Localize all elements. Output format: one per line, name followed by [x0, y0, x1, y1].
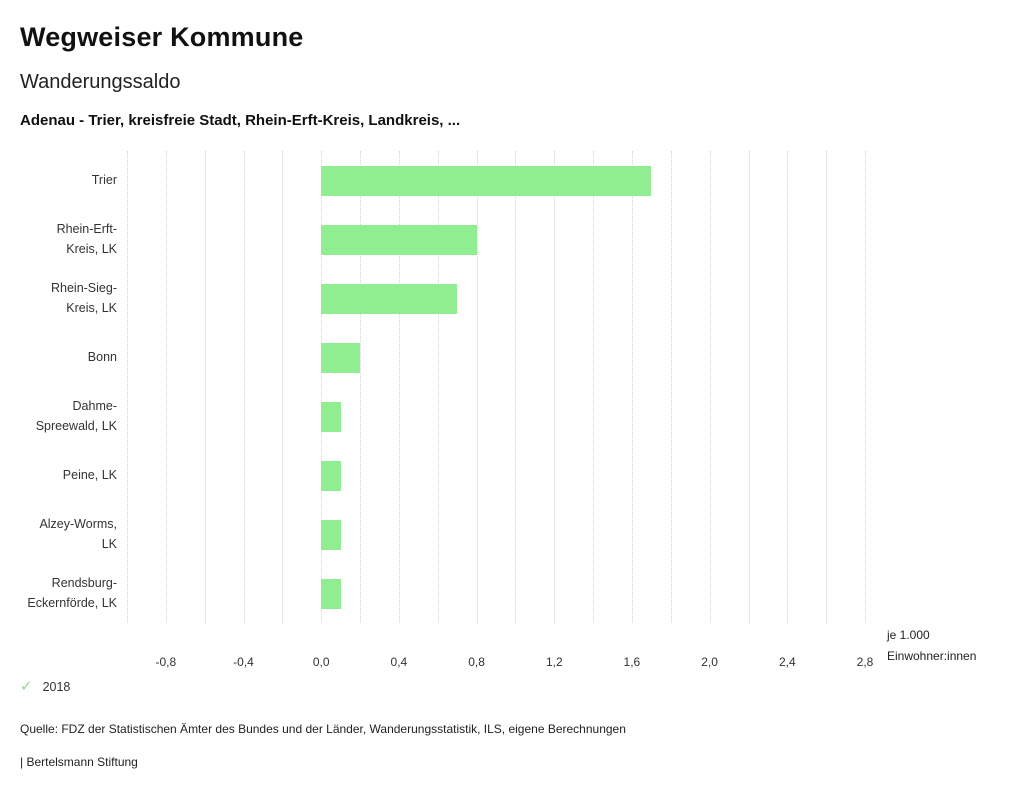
gridline: [398, 151, 400, 623]
bar-chart: Trier Rhein-Erft-Kreis, LK Rhein-Sieg-Krei…: [20, 151, 1004, 623]
x-tick-label: -0,4: [233, 655, 254, 669]
gridline: [826, 151, 828, 623]
bar-label: Dahme-Spreewald, LK: [35, 399, 117, 433]
bar: [321, 401, 341, 432]
axis-unit-line1: je 1.000: [887, 628, 930, 642]
gridline: [670, 151, 672, 623]
x-tick-label: 2,4: [778, 655, 796, 669]
chart-title: Wanderungssaldo: [20, 71, 181, 93]
x-tick-label: 0,4: [390, 655, 408, 669]
gridline: [554, 151, 556, 623]
gridline: [282, 151, 284, 623]
bar: [321, 578, 341, 609]
x-tick-label: 1,6: [623, 655, 641, 669]
gridline: [321, 151, 323, 623]
x-tick-label: -0,8: [155, 655, 177, 669]
check-icon: ✓: [20, 678, 33, 695]
app-title: Wegweiser Kommune: [20, 22, 304, 52]
bar-label: Peine, LK: [62, 467, 117, 482]
gridline: [865, 151, 866, 623]
axis-unit-line2: Einwohner:innen: [887, 649, 977, 663]
bar-label: Alzey-Worms, LK: [39, 517, 117, 551]
gridline: [787, 151, 789, 623]
bar: [321, 519, 341, 550]
bar: [321, 460, 341, 491]
gridline: [127, 151, 128, 623]
x-axis-ticks: -0,8 -0,4 0,0 0,4 0,8 1,2 1,6 2,0 2,4 2,8: [127, 655, 873, 673]
gridline: [204, 151, 206, 623]
gridline: [748, 151, 750, 623]
branding-text: | Bertelsmann Stiftung: [20, 755, 138, 769]
category-labels: Trier Rhein-Erft-Kreis, LK Rhein-Sieg-Krei…: [20, 151, 127, 623]
gridline: [243, 151, 245, 623]
x-tick-label: 0,8: [468, 655, 485, 669]
x-tick-label: 2,8: [856, 655, 874, 669]
x-tick-label: 2,0: [701, 655, 718, 669]
gridline: [476, 151, 478, 623]
gridline: [631, 151, 633, 623]
gridline: [165, 151, 167, 623]
axis-unit-label: je 1.000 Einwohner:innen: [887, 625, 1017, 667]
bar: [321, 224, 477, 255]
x-tick-label: 1,2: [545, 655, 563, 669]
gridline: [515, 151, 517, 623]
gridline: [709, 151, 711, 623]
bar-label: Rendsburg-Eckernförde, LK: [27, 576, 117, 610]
gridline: [593, 151, 595, 623]
x-tick-label: 0,0: [312, 655, 330, 669]
bar-label: Rhein-Erft-Kreis, LK: [56, 222, 117, 256]
chart-subtitle: Adenau - Trier, kreisfreie Stadt, Rhein-…: [20, 112, 461, 129]
source-text: Quelle: FDZ der Statistischen Ämter des …: [20, 722, 626, 736]
gridline: [360, 151, 362, 623]
legend-year: 2018: [42, 679, 71, 694]
bar-label: Trier: [91, 172, 117, 187]
bar: [321, 342, 360, 373]
plot-area: [127, 151, 866, 623]
legend: ✓ 2018: [20, 679, 1004, 694]
bar: [321, 165, 652, 196]
bar-label: Bonn: [87, 349, 117, 364]
bar: [321, 283, 458, 314]
bar-label: Rhein-Sieg-Kreis, LK: [50, 281, 117, 315]
gridline: [437, 151, 439, 623]
